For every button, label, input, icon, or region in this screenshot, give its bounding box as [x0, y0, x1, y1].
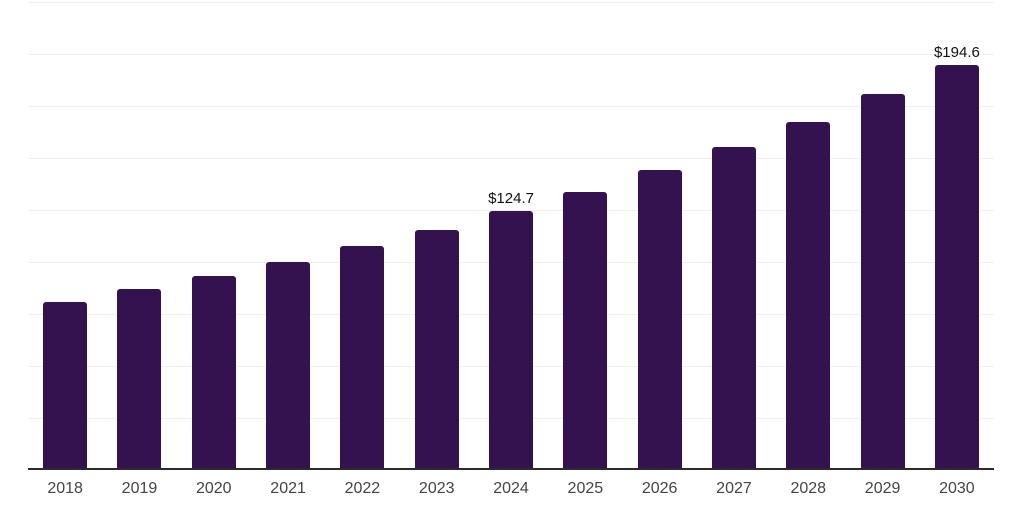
x-tick-label-2030: 2030 [939, 480, 975, 497]
bar-2030 [934, 65, 979, 470]
bar-column-2021 [251, 262, 325, 470]
bar-2026 [637, 169, 682, 470]
x-tick-label-2020: 2020 [195, 480, 232, 497]
bar-column-2023 [400, 229, 474, 470]
bar-2029 [860, 94, 905, 470]
bar-2019 [117, 289, 162, 470]
x-tick-label-2023: 2023 [418, 480, 455, 497]
bar-2018 [43, 302, 88, 470]
x-tick-label-2028: 2028 [790, 480, 827, 497]
bar-2022 [340, 245, 385, 470]
x-tick-label-2027: 2027 [716, 480, 752, 497]
plot-area: $124.7 $194.6 [28, 0, 994, 470]
gridline [28, 2, 994, 3]
bar-2021 [266, 262, 311, 470]
bar-column-2018 [28, 302, 102, 470]
x-tick-label-2022: 2022 [344, 480, 381, 497]
x-axis-labels: 2018 2019 2020 2021 2022 2023 2024 2025 2026 2027… [28, 470, 994, 498]
bar-2028 [786, 121, 831, 470]
gridline [28, 158, 994, 159]
x-tick-label-2019: 2019 [121, 480, 158, 497]
x-tick-label-2021: 2021 [270, 480, 306, 497]
bar-column-2028 [771, 121, 845, 470]
bar-2025 [563, 191, 608, 470]
x-tick-label-2026: 2026 [641, 480, 678, 497]
bar-column-2024: $124.7 [474, 190, 548, 470]
bar-2023 [414, 229, 459, 470]
x-tick-label-2025: 2025 [567, 480, 604, 497]
gridline [28, 106, 994, 107]
bar-column-2027 [697, 146, 771, 470]
bar-column-2030: $194.6 [920, 44, 994, 470]
gridline [28, 210, 994, 211]
bar-column-2029 [845, 94, 919, 470]
x-axis-line [28, 468, 994, 470]
bars-container: $124.7 $194.6 [28, 0, 994, 470]
bar-column-2020 [177, 276, 251, 470]
bar-2027 [711, 146, 756, 470]
x-tick-label-2024: 2024 [493, 480, 529, 497]
gridline [28, 54, 994, 55]
bar-column-2019 [102, 289, 176, 470]
bar-value-label-2024: $124.7 [488, 189, 534, 207]
x-tick-label-2029: 2029 [864, 480, 901, 497]
bar-value-label-2030: $194.6 [933, 44, 980, 62]
x-tick-label-2018: 2018 [47, 480, 83, 497]
bar-column-2022 [325, 245, 399, 470]
bar-2024 [489, 210, 534, 470]
bar-column-2026 [623, 169, 697, 470]
bar-2020 [191, 276, 236, 470]
bar-column-2025 [548, 191, 622, 470]
